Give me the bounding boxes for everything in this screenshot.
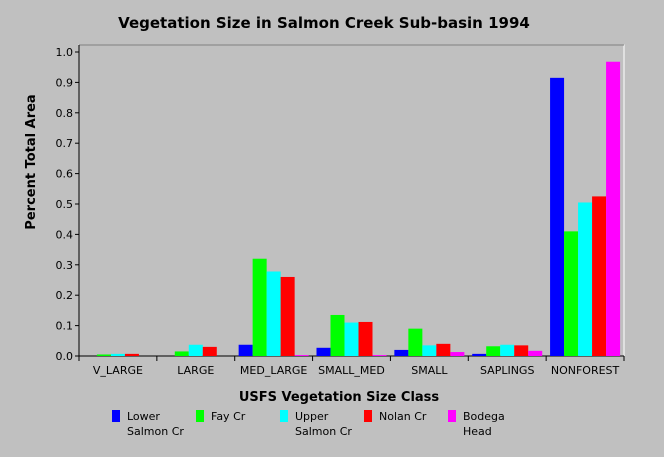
- bar: [514, 345, 529, 356]
- legend-label: Fay Cr: [211, 410, 246, 423]
- bar: [252, 258, 267, 356]
- y-tick-label: 0.7: [56, 137, 74, 150]
- legend-label: Salmon Cr: [295, 425, 352, 438]
- bar: [110, 353, 125, 356]
- legend: Lower Salmon Cr Fay Cr Upper Salmon Cr Nolan …: [112, 410, 505, 438]
- bar: [96, 354, 111, 356]
- bar: [238, 344, 253, 356]
- y-tick-label: 0.5: [56, 198, 74, 211]
- y-axis-title: Percent Total Area: [24, 94, 39, 229]
- category-label: V_LARGE: [93, 364, 143, 377]
- bar: [450, 352, 465, 356]
- bar: [422, 345, 437, 356]
- category-label: LARGE: [177, 364, 214, 377]
- y-tick-label: 0.2: [56, 289, 74, 302]
- y-tick-label: 0.4: [56, 228, 74, 241]
- bar: [266, 271, 281, 356]
- legend-swatch: [112, 410, 120, 422]
- bar: [124, 353, 139, 356]
- y-axis-ticks: 0.0 0.1 0.2 0.3 0.4 0.5 0.6 0.7 0.8 0.9 1.0: [56, 46, 79, 363]
- bar: [592, 196, 607, 356]
- legend-label: Nolan Cr: [379, 410, 427, 423]
- bar: [436, 343, 451, 356]
- bar: [344, 322, 359, 356]
- y-tick-label: 0.0: [56, 350, 74, 363]
- bar: [294, 355, 309, 356]
- bar: [486, 346, 501, 356]
- bar: [174, 351, 189, 356]
- bar: [372, 355, 387, 356]
- category-label: SMALL: [411, 364, 448, 377]
- bar: [500, 344, 515, 356]
- y-tick-label: 0.3: [56, 259, 74, 272]
- legend-label: Upper: [295, 410, 329, 423]
- bar: [188, 344, 203, 356]
- category-label: NONFOREST: [551, 364, 620, 377]
- legend-label: Head: [463, 425, 492, 438]
- y-tick-label: 1.0: [56, 46, 74, 59]
- bar: [564, 231, 579, 356]
- y-tick-label: 0.9: [56, 76, 74, 89]
- legend-label: Bodega: [463, 410, 505, 423]
- bars: [96, 61, 621, 357]
- bar: [358, 321, 373, 356]
- y-tick-label: 0.8: [56, 107, 74, 120]
- y-tick-label: 0.6: [56, 168, 74, 181]
- bar: [394, 349, 409, 356]
- chart-title: Vegetation Size in Salmon Creek Sub-basi…: [118, 14, 530, 32]
- category-label: MED_LARGE: [240, 364, 307, 377]
- y-tick-label: 0.1: [56, 320, 74, 333]
- legend-swatch: [364, 410, 372, 422]
- bar: [316, 347, 331, 356]
- bar: [472, 353, 487, 356]
- bar: [528, 350, 543, 356]
- legend-swatch: [196, 410, 204, 422]
- bar: [330, 314, 345, 356]
- bar: [202, 346, 217, 356]
- x-axis-title: USFS Vegetation Size Class: [239, 390, 440, 405]
- bar: [280, 276, 295, 356]
- bar: [606, 61, 621, 357]
- category-labels: V_LARGE LARGE MED_LARGE SMALL_MED SMALL SAPLI…: [93, 364, 620, 377]
- bar: [408, 328, 423, 356]
- legend-label: Lower: [127, 410, 160, 423]
- plot-area: [78, 44, 625, 357]
- bar: [578, 202, 593, 356]
- legend-swatch: [280, 410, 288, 422]
- bar: [550, 77, 565, 356]
- x-axis-ticks: [78, 356, 625, 361]
- category-label: SMALL_MED: [318, 364, 385, 377]
- legend-label: Salmon Cr: [127, 425, 184, 438]
- legend-swatch: [448, 410, 456, 422]
- category-label: SAPLINGS: [480, 364, 534, 377]
